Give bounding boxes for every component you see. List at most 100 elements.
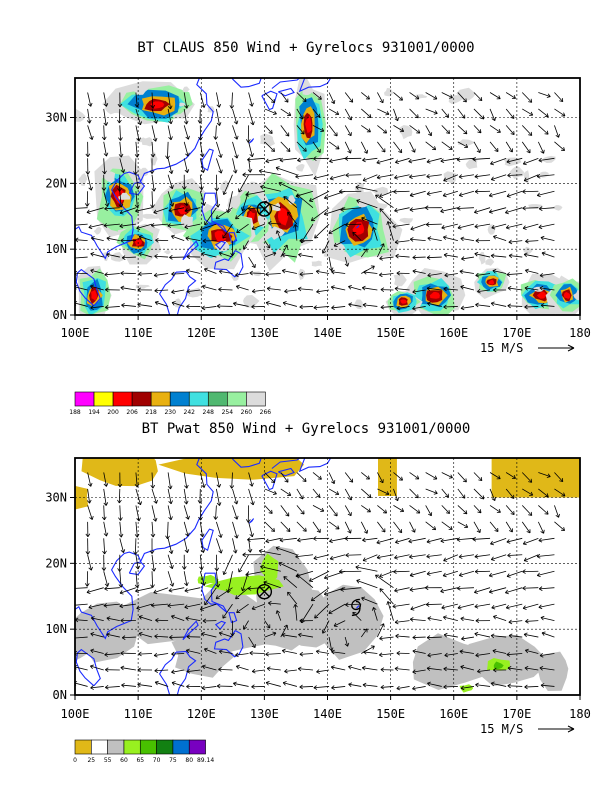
- wind-vector: [324, 190, 346, 199]
- wind-vector-head: [218, 169, 223, 174]
- wind-vector-head: [171, 271, 175, 277]
- wind-vector: [199, 538, 204, 553]
- cloud-cell: [135, 239, 142, 247]
- bottom-chart-title: BT Pwat 850 Wind + Gyrelocs 931001/0000: [141, 421, 471, 437]
- wind-vector-head: [218, 251, 223, 256]
- wind-vector-head: [329, 175, 334, 181]
- wind-vector: [137, 684, 153, 687]
- wind-vector: [278, 182, 298, 192]
- wind-vector: [236, 223, 249, 233]
- x-tick-label: 140E: [313, 707, 342, 721]
- wind-vector: [373, 607, 378, 621]
- wind-vector: [122, 636, 136, 639]
- wind-vector: [186, 289, 201, 293]
- wind-vector-head: [522, 540, 527, 546]
- wind-vector-head: [238, 568, 243, 573]
- wind-vector-head: [313, 685, 318, 690]
- wind-vector: [328, 636, 333, 651]
- wind-vector: [377, 92, 384, 104]
- wind-vector: [264, 620, 271, 629]
- wind-vector: [394, 207, 410, 212]
- wind-vector-head: [314, 234, 319, 239]
- wind-vector: [489, 190, 507, 197]
- wind-vector: [287, 211, 298, 225]
- wind-vector: [409, 92, 420, 100]
- wind-vector: [136, 603, 153, 609]
- wind-vector-head: [230, 252, 235, 257]
- wind-vector: [265, 157, 281, 162]
- wind-vector: [151, 571, 154, 588]
- coastline: [75, 458, 214, 640]
- wind-vector: [264, 488, 277, 495]
- wind-vector-head: [383, 509, 388, 514]
- wind-vector: [524, 253, 539, 258]
- wind-vector: [473, 521, 481, 533]
- wind-vector: [103, 538, 106, 554]
- wind-vector-head: [560, 527, 566, 532]
- wind-vector: [313, 174, 330, 179]
- wind-vector-head: [106, 252, 111, 258]
- wind-vector-head: [362, 557, 367, 562]
- wind-vector: [75, 286, 88, 291]
- wind-vector: [457, 207, 474, 209]
- wind-vector-head: [275, 230, 281, 235]
- wind-vector-head: [475, 272, 480, 278]
- wind-vector-head: [442, 572, 447, 578]
- wind-vector-head: [394, 619, 399, 625]
- wind-vector: [103, 158, 106, 174]
- wind-vector-head: [153, 272, 158, 278]
- wind-vector: [90, 686, 104, 689]
- wind-vector-head: [523, 632, 528, 638]
- wind-vector-head: [245, 572, 250, 577]
- wind-vector: [284, 289, 297, 292]
- wind-vector-head: [393, 189, 397, 195]
- wind-vector: [314, 603, 330, 619]
- wind-vector-head: [526, 529, 531, 534]
- wind-vector: [227, 571, 233, 593]
- wind-vector: [135, 191, 138, 208]
- cloud-cell: [352, 222, 365, 235]
- colorbar-swatch: [123, 739, 141, 755]
- wind-vector: [505, 505, 515, 515]
- wind-vector-head: [216, 683, 221, 689]
- wind-vector-head: [506, 573, 511, 578]
- cloud-cell: [311, 260, 323, 267]
- wind-vector-head: [119, 603, 124, 609]
- wind-vector: [458, 554, 475, 558]
- wind-vector-head: [380, 287, 385, 293]
- wind-vector-head: [409, 572, 414, 578]
- wind-vector: [119, 538, 124, 553]
- wind-vector-head: [345, 222, 349, 227]
- cloud-cell: [78, 173, 88, 186]
- wind-vector-head: [380, 667, 385, 673]
- coastline: [201, 528, 214, 552]
- wind-vector-head: [333, 512, 338, 517]
- wind-vector: [538, 488, 549, 498]
- wind-vector-head: [448, 474, 453, 479]
- wind-vector: [167, 223, 185, 227]
- wind-vector-head: [395, 253, 399, 259]
- wind-vector: [135, 125, 140, 142]
- wind-vector-head: [477, 129, 482, 134]
- wind-vector: [409, 488, 419, 499]
- wind-vector: [522, 207, 539, 209]
- field-layer: [75, 458, 580, 695]
- wind-vector-head: [443, 252, 448, 258]
- wind-vector-head: [136, 605, 141, 611]
- wind-vector-head: [367, 494, 372, 499]
- wind-vector: [333, 620, 346, 627]
- wind-vector: [267, 288, 281, 291]
- wind-vector-head: [105, 667, 109, 673]
- wind-vector: [395, 240, 410, 243]
- wind-vector-head: [460, 616, 465, 622]
- wind-vector: [322, 240, 330, 254]
- wind-vector: [216, 191, 219, 208]
- wind-vector: [360, 248, 368, 258]
- wind-vector-head: [238, 188, 243, 193]
- wind-vector-head: [426, 255, 431, 260]
- wind-vector-head: [376, 174, 381, 180]
- wind-vector: [103, 603, 120, 607]
- wind-vector-head: [118, 533, 124, 538]
- wind-vector-head: [153, 589, 158, 595]
- wind-vector-head: [310, 217, 315, 222]
